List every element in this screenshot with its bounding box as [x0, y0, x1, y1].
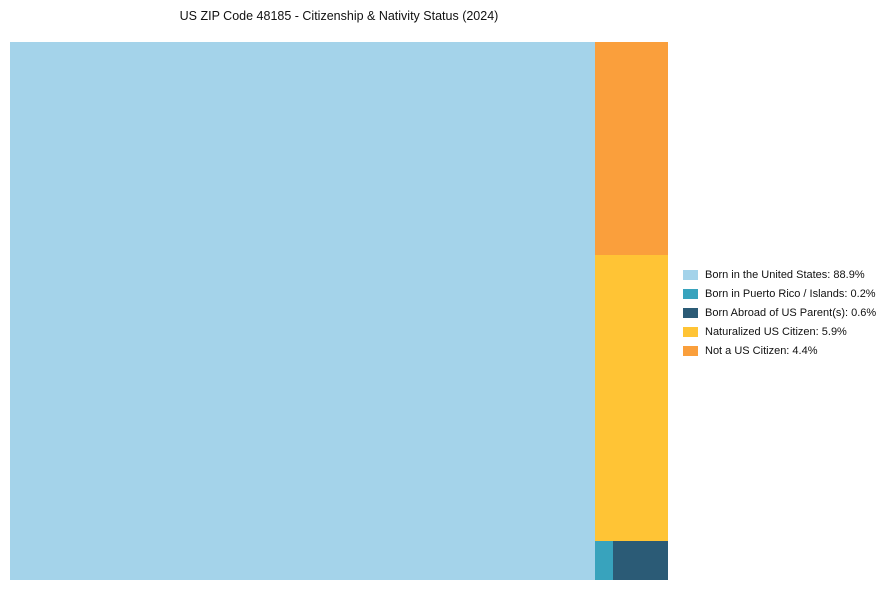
chart-title: US ZIP Code 48185 - Citizenship & Nativi…: [179, 9, 499, 23]
legend: Born in the United States: 88.9% Born in…: [683, 265, 876, 360]
treemap-segment-naturalized-us-citizen: [594, 255, 668, 542]
legend-label: Not a US Citizen: 4.4%: [705, 344, 818, 357]
legend-swatch: [683, 326, 698, 337]
legend-label: Naturalized US Citizen: 5.9%: [705, 325, 847, 338]
treemap-segment-born-in-the-united-states: [10, 42, 595, 580]
legend-swatch: [683, 307, 698, 318]
legend-swatch: [683, 288, 698, 299]
legend-item: Not a US Citizen: 4.4%: [683, 341, 876, 360]
legend-swatch: [683, 269, 698, 280]
treemap: [10, 42, 668, 580]
legend-item: Born Abroad of US Parent(s): 0.6%: [683, 303, 876, 322]
legend-label: Born Abroad of US Parent(s): 0.6%: [705, 306, 877, 319]
treemap-segment-born-in-puerto-rico-islands: [594, 541, 614, 580]
treemap-segment-not-a-us-citizen: [594, 42, 668, 256]
legend-item: Born in the United States: 88.9%: [683, 265, 876, 284]
legend-label: Born in the United States: 88.9%: [705, 268, 865, 281]
legend-item: Born in Puerto Rico / Islands: 0.2%: [683, 284, 876, 303]
legend-label: Born in Puerto Rico / Islands: 0.2%: [705, 287, 876, 300]
legend-item: Naturalized US Citizen: 5.9%: [683, 322, 876, 341]
treemap-segment-born-abroad-of-us-parent-s: [613, 541, 668, 580]
legend-swatch: [683, 345, 698, 356]
